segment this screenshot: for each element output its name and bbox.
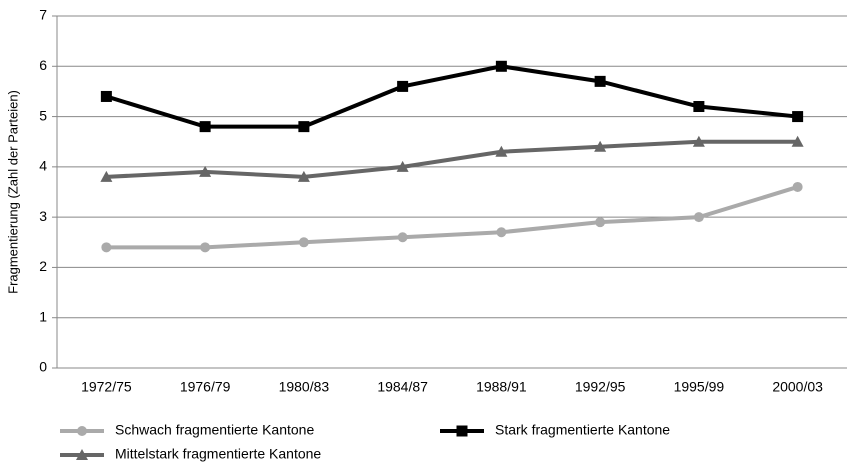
x-tick-label: 1976/79	[180, 379, 231, 395]
x-tick-label: 2000/03	[772, 379, 823, 395]
y-tick-label: 7	[39, 7, 47, 23]
marker	[496, 227, 507, 238]
marker	[595, 217, 606, 228]
y-tick-label: 3	[39, 208, 47, 224]
y-tick-label: 1	[39, 308, 47, 324]
marker	[693, 101, 705, 113]
marker	[594, 75, 606, 87]
x-tick-label: 1992/95	[575, 379, 626, 395]
series-line	[105, 64, 798, 129]
marker	[298, 121, 310, 133]
x-tick-label: 1972/75	[81, 379, 132, 395]
legend-label: Mittelstark fragmentierte Kantone	[115, 446, 321, 462]
marker	[298, 237, 309, 248]
marker	[101, 242, 112, 253]
y-axis-label: Fragmentierung (Zahl der Parteien)	[5, 90, 20, 294]
marker	[495, 60, 507, 72]
marker	[693, 212, 704, 223]
y-tick-label: 5	[39, 107, 47, 123]
marker	[495, 145, 508, 157]
marker	[792, 111, 804, 123]
marker	[792, 181, 803, 192]
marker	[199, 165, 212, 177]
marker	[692, 135, 705, 147]
series-line	[106, 139, 798, 179]
marker	[199, 121, 211, 133]
legend-label: Stark fragmentierte Kantone	[495, 422, 670, 438]
marker	[396, 160, 409, 172]
marker	[200, 242, 211, 253]
y-tick-label: 0	[39, 359, 47, 375]
marker	[791, 135, 804, 147]
legend-label: Schwach fragmentierte Kantone	[115, 422, 314, 438]
y-tick-label: 2	[39, 258, 47, 274]
marker	[456, 425, 468, 437]
x-tick-label: 1984/87	[377, 379, 428, 395]
marker	[297, 170, 310, 182]
y-tick-label: 6	[39, 57, 47, 73]
marker	[100, 170, 113, 182]
x-tick-label: 1980/83	[279, 379, 330, 395]
x-tick-label: 1988/91	[476, 379, 527, 395]
x-tick-label: 1995/99	[674, 379, 725, 395]
marker	[594, 140, 607, 152]
marker	[77, 426, 87, 436]
marker	[397, 80, 409, 92]
marker	[397, 232, 408, 243]
marker	[76, 449, 88, 460]
series-line	[106, 185, 799, 250]
y-tick-label: 4	[39, 158, 47, 174]
marker	[100, 90, 112, 102]
